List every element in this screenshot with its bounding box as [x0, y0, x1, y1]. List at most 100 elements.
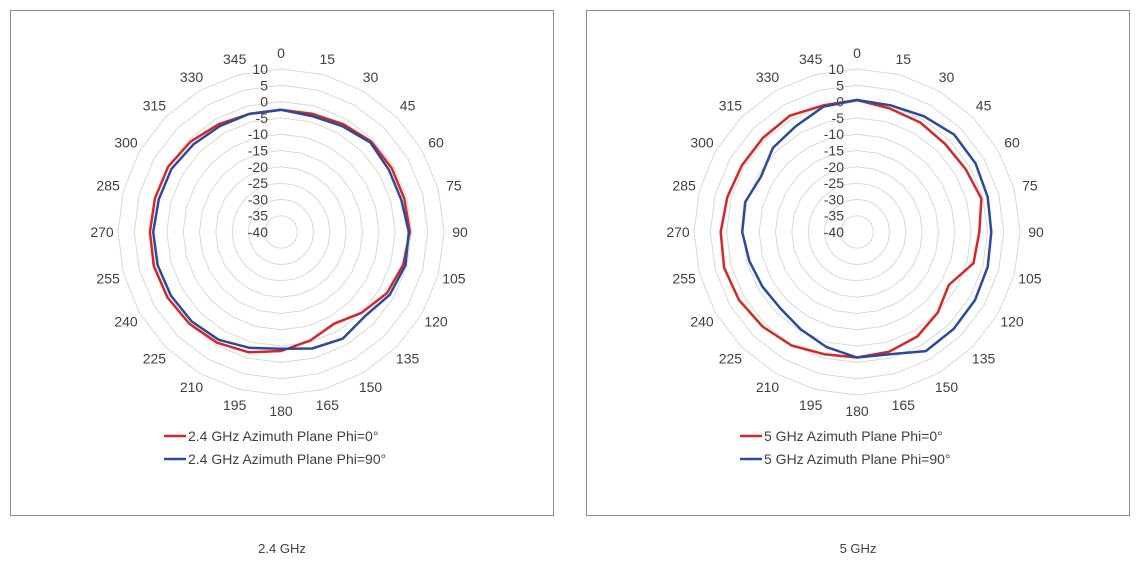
angle-label: 180	[269, 403, 293, 419]
radial-tick-label: -15	[248, 143, 268, 159]
angle-label: 15	[896, 51, 912, 67]
angle-label: 165	[316, 397, 340, 413]
angle-label: 255	[672, 270, 696, 286]
angle-label: 105	[442, 270, 466, 286]
angle-label: 135	[396, 351, 420, 367]
angle-label: 120	[424, 314, 448, 330]
angle-label: 90	[452, 224, 468, 240]
grid-ring	[774, 149, 940, 315]
angle-label: 300	[114, 135, 138, 151]
grid-ring	[117, 68, 445, 396]
angle-label: 135	[972, 351, 996, 367]
grid-ring	[742, 117, 972, 347]
angle-label: 30	[363, 69, 379, 85]
polar-grid	[117, 68, 445, 396]
angle-label: 240	[690, 314, 714, 330]
angle-label: 60	[428, 135, 444, 151]
angle-label: 225	[719, 351, 743, 367]
radial-tick-label: 5	[836, 77, 844, 93]
chart-panel-2-4-ghz: 10 5 0 -5 -10 -15 -20 -25 -30 -35 -40 0 15 30 45 60 75 90…	[10, 10, 554, 516]
angle-labels: 0 15 30 45 60 75 90 105 120 135 150 165 180 195 210 225…	[90, 45, 468, 419]
radial-tick-label: -35	[824, 208, 844, 224]
grid-ring	[726, 101, 988, 363]
angle-label: 15	[320, 51, 336, 67]
radial-tick-label: -25	[248, 175, 268, 191]
angle-label: 240	[114, 314, 138, 330]
angle-label: 345	[223, 51, 247, 67]
grid-ring	[840, 215, 874, 249]
angle-label: 345	[799, 51, 823, 67]
angle-label: 45	[400, 97, 416, 113]
angle-label: 120	[1000, 314, 1024, 330]
radial-tick-label: -10	[824, 126, 844, 142]
grid-ring	[791, 166, 923, 298]
angle-label: 300	[690, 135, 714, 151]
radial-tick-label: -25	[824, 175, 844, 191]
radial-tick-label: 5	[260, 77, 268, 93]
legend-label: 5 GHz Azimuth Plane Phi=90°	[764, 451, 951, 467]
radial-tick-label: -30	[824, 191, 844, 207]
angle-label: 75	[1022, 178, 1038, 194]
angle-label: 330	[756, 69, 780, 85]
grid-ring	[215, 166, 347, 298]
angle-label: 150	[935, 379, 959, 395]
grid-ring	[758, 133, 956, 331]
radial-tick-label: -35	[248, 208, 268, 224]
series-line-phi-90	[740, 98, 993, 359]
legend: 5 GHz Azimuth Plane Phi=0° 5 GHz Azimuth …	[740, 428, 951, 467]
angle-label: 0	[277, 45, 285, 61]
grid-ring	[166, 117, 396, 347]
angle-label: 315	[719, 97, 743, 113]
chart-panel-5-ghz: 10 5 0 -5 -10 -15 -20 -25 -30 -35 -40 0 15 30 45 60 75 90…	[586, 10, 1130, 516]
radial-tick-label: -15	[824, 143, 844, 159]
radial-tick-label: -20	[824, 159, 844, 175]
grid-ring	[247, 198, 315, 266]
grid-ring	[182, 133, 380, 331]
series-line-phi-0	[148, 108, 412, 354]
radial-tick-label: -40	[248, 224, 268, 240]
radial-tick-label: -40	[824, 224, 844, 240]
angle-label: 165	[892, 397, 916, 413]
angle-labels: 0 15 30 45 60 75 90 105 120 135 150 165 180 195 210 225…	[666, 45, 1044, 419]
angle-label: 195	[223, 397, 247, 413]
radial-tick-label: -30	[248, 191, 268, 207]
radial-tick-label: 0	[260, 94, 268, 110]
grid-ring	[807, 182, 907, 282]
caption-2-4-ghz: 2.4 GHz	[258, 541, 306, 556]
angle-label: 75	[446, 178, 462, 194]
angle-label: 255	[96, 270, 120, 286]
angle-label: 45	[976, 97, 992, 113]
radial-tick-label: -5	[832, 110, 845, 126]
angle-label: 60	[1004, 135, 1020, 151]
angle-label: 105	[1018, 270, 1042, 286]
legend-label: 5 GHz Azimuth Plane Phi=0°	[764, 428, 943, 444]
grid-ring	[693, 68, 1021, 396]
angle-label: 330	[180, 69, 204, 85]
legend-label: 2.4 GHz Azimuth Plane Phi=90°	[188, 451, 386, 467]
grid-ring	[198, 149, 364, 315]
angle-label: 0	[853, 45, 861, 61]
caption-5-ghz: 5 GHz	[839, 541, 877, 556]
angle-label: 150	[359, 379, 383, 395]
angle-label: 210	[180, 379, 204, 395]
series-line-phi-90	[151, 108, 411, 350]
radial-tick-label: 10	[252, 61, 268, 77]
radial-tick-label: 10	[828, 61, 844, 77]
angle-label: 270	[90, 224, 114, 240]
angle-label: 195	[799, 397, 823, 413]
angle-label: 285	[672, 178, 696, 194]
legend: 2.4 GHz Azimuth Plane Phi=0° 2.4 GHz Azim…	[164, 428, 386, 467]
grid-ring	[823, 198, 891, 266]
angle-label: 225	[143, 351, 167, 367]
grid-ring	[709, 84, 1005, 380]
grid-ring	[264, 215, 298, 249]
angle-label: 285	[96, 178, 120, 194]
angle-label: 270	[666, 224, 690, 240]
grid-ring	[231, 182, 331, 282]
legend-label: 2.4 GHz Azimuth Plane Phi=0°	[188, 428, 378, 444]
angle-label: 315	[143, 97, 167, 113]
polar-grid	[693, 68, 1021, 396]
radial-tick-label: -10	[248, 126, 268, 142]
